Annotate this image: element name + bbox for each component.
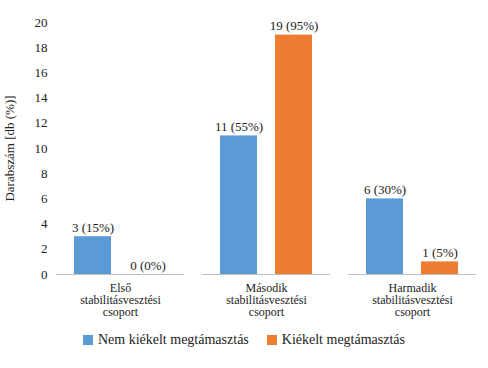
svg-text:0: 0 (41, 267, 48, 282)
svg-text:4: 4 (41, 216, 48, 231)
svg-text:10: 10 (35, 141, 48, 156)
svg-text:19 (95%): 19 (95%) (270, 18, 319, 33)
svg-text:20: 20 (35, 15, 48, 30)
svg-text:14: 14 (35, 90, 49, 105)
svg-text:16: 16 (35, 65, 49, 80)
svg-text:Másodikstabilitásvesztésicsopo: Másodikstabilitásvesztésicsoport (226, 281, 307, 319)
svg-text:Darabszám [db (%)]: Darabszám [db (%)] (2, 95, 17, 201)
svg-text:Harmadikstabilitásvesztésicsop: Harmadikstabilitásvesztésicsoport (372, 281, 453, 319)
svg-text:11 (55%): 11 (55%) (215, 119, 263, 134)
svg-text:12: 12 (35, 115, 48, 130)
svg-text:6: 6 (41, 191, 48, 206)
svg-text:3 (15%): 3 (15%) (72, 220, 114, 235)
svg-text:8: 8 (41, 166, 48, 181)
svg-text:18: 18 (35, 40, 48, 55)
svg-text:1 (5%): 1 (5%) (422, 245, 458, 260)
svg-text:2: 2 (41, 241, 48, 256)
svg-text:Elsőstabilitásvesztésicsoport: Elsőstabilitásvesztésicsoport (80, 281, 161, 319)
svg-text:6 (30%): 6 (30%) (364, 182, 406, 197)
html-text:Nem kiékelt megtámasztás: Nem kiékelt megtámasztás (98, 332, 249, 347)
html-text:Kiékelt megtámasztás: Kiékelt megtámasztás (281, 332, 405, 347)
svg-text:0 (0%): 0 (0%) (130, 258, 166, 273)
